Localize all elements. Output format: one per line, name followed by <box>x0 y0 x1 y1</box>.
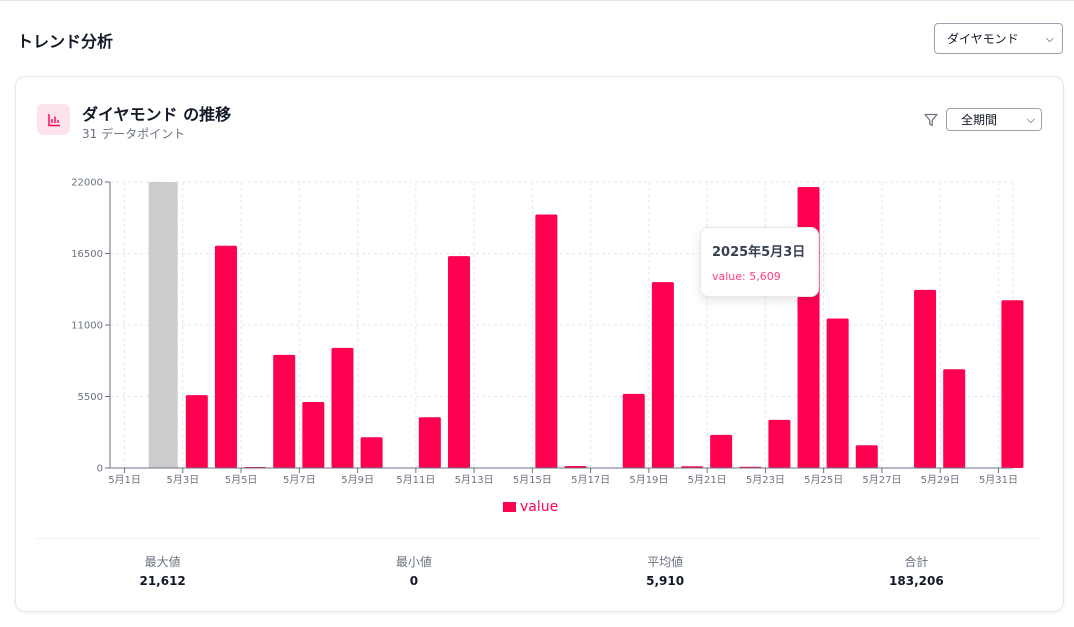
bar <box>535 214 558 468</box>
x-tick-label: 5月13日 <box>455 474 494 486</box>
divider <box>37 538 1042 539</box>
bar <box>768 419 791 468</box>
y-tick-label: 16500 <box>71 249 103 260</box>
stat-label: 合計 <box>904 555 929 569</box>
stat-average: 平均値 5,910 <box>540 553 791 588</box>
x-tick-label: 5月17日 <box>571 474 610 486</box>
card-title: ダイヤモンド の推移 <box>82 105 232 124</box>
metric-select-value: ダイヤモンド <box>947 32 1019 46</box>
bar <box>447 256 470 468</box>
bar <box>214 245 237 468</box>
chevron-down-icon: ⌵ <box>1026 112 1035 126</box>
tooltip-title: 2025年5月3日 <box>712 245 806 260</box>
stat-total: 合計 183,206 <box>791 553 1042 588</box>
bar <box>710 434 733 468</box>
bar <box>826 318 849 468</box>
chevron-down-icon: ⌵ <box>1045 31 1054 45</box>
bar <box>360 437 383 468</box>
tooltip-value: value: 5,609 <box>712 270 781 283</box>
legend-swatch <box>503 502 516 512</box>
stat-value: 5,910 <box>646 574 685 588</box>
x-tick-label: 5月19日 <box>629 474 668 486</box>
period-select[interactable]: 全期間 ⌵ <box>946 108 1042 131</box>
stat-label: 最大値 <box>144 555 181 569</box>
stat-value: 183,206 <box>889 574 944 588</box>
bar <box>331 347 354 468</box>
stat-label: 平均値 <box>647 555 684 569</box>
bar-chart-icon <box>37 104 70 135</box>
page-title: トレンド分析 <box>17 32 114 51</box>
bar <box>855 445 878 468</box>
bar <box>1001 300 1024 468</box>
stat-value: 0 <box>409 574 419 588</box>
legend[interactable]: value <box>503 499 558 515</box>
stat-min: 最小値 0 <box>288 553 539 588</box>
bar <box>914 289 937 468</box>
x-tick-label: 5月15日 <box>513 474 552 486</box>
bar <box>418 417 441 468</box>
bar <box>185 395 208 468</box>
hover-highlight-band <box>148 182 178 468</box>
bar <box>273 354 296 468</box>
x-tick-label: 5月9日 <box>341 474 374 486</box>
x-tick-label: 5月31日 <box>979 474 1018 486</box>
stat-value: 21,612 <box>139 574 186 588</box>
y-tick-label: 22000 <box>71 178 103 189</box>
stat-max: 最大値 21,612 <box>37 553 288 588</box>
bar <box>651 282 674 468</box>
x-tick-label: 5月1日 <box>108 474 141 486</box>
y-tick-label: 11000 <box>71 321 103 332</box>
x-tick-label: 5月23日 <box>746 474 785 486</box>
x-tick-label: 5月29日 <box>921 474 960 486</box>
x-tick-label: 5月5日 <box>225 474 258 486</box>
bar <box>943 369 966 468</box>
y-tick-label: 5500 <box>78 392 103 403</box>
x-tick-label: 5月25日 <box>804 474 843 486</box>
metric-select[interactable]: ダイヤモンド ⌵ <box>934 23 1063 54</box>
x-tick-label: 5月27日 <box>862 474 901 486</box>
top-border <box>0 0 1074 1</box>
x-tick-label: 5月3日 <box>166 474 199 486</box>
filter-icon[interactable] <box>923 112 939 128</box>
y-tick-label: 0 <box>97 464 103 475</box>
bar <box>302 401 325 468</box>
x-tick-label: 5月21日 <box>688 474 727 486</box>
stats-row: 最大値 21,612 最小値 0 平均値 5,910 合計 183,206 <box>37 553 1042 588</box>
stat-label: 最小値 <box>395 555 432 569</box>
x-tick-label: 5月11日 <box>396 474 435 486</box>
period-select-value: 全期間 <box>961 113 998 127</box>
legend-label: value <box>520 499 559 515</box>
card-subtitle: 31 データポイント <box>82 127 186 141</box>
bar <box>622 393 645 468</box>
chart-tooltip: 2025年5月3日 value: 5,609 <box>700 227 819 297</box>
x-tick-label: 5月7日 <box>283 474 316 486</box>
